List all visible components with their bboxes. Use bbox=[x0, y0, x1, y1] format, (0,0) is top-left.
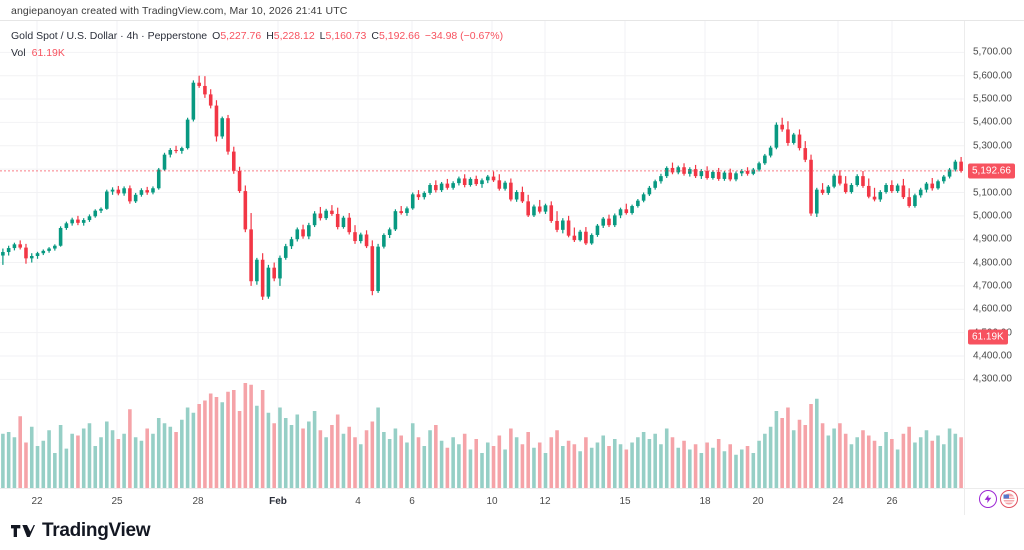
tradingview-logomark-icon bbox=[11, 525, 35, 537]
time-axis-tick: 28 bbox=[192, 496, 204, 507]
price-axis-tick: 4,900.00 bbox=[973, 233, 1012, 245]
time-axis-tick: 25 bbox=[111, 496, 123, 507]
time-axis-tick: 22 bbox=[31, 496, 43, 507]
tradingview-wordmark: TradingView bbox=[42, 520, 151, 541]
price-axis-tick: 5,300.00 bbox=[973, 140, 1012, 152]
price-axis-tick: 4,800.00 bbox=[973, 257, 1012, 268]
time-axis-tick: 12 bbox=[539, 496, 551, 507]
price-line-overlay bbox=[0, 170, 964, 172]
current-volume-badge: 61.19K bbox=[968, 329, 1008, 345]
attribution-text: angiepanoyan created with TradingView.co… bbox=[11, 5, 348, 17]
time-scale[interactable]: 22 25 28 Feb 4 6 10 12 15 18 20 24 26 bbox=[0, 488, 964, 515]
price-axis-tick: 5,400.00 bbox=[973, 116, 1012, 128]
current-price-badge: 5,192.66 bbox=[968, 163, 1015, 179]
time-axis-tick: 4 bbox=[355, 496, 361, 507]
price-axis-tick: 5,500.00 bbox=[973, 93, 1012, 105]
time-axis-tick: 6 bbox=[409, 496, 415, 507]
price-axis-tick: 4,400.00 bbox=[973, 350, 1012, 362]
us-flag-icon[interactable] bbox=[1000, 490, 1018, 508]
plot-area[interactable] bbox=[0, 21, 964, 488]
candlestick-series bbox=[1, 75, 963, 488]
chart-frame: Gold Spot / U.S. Dollar · 4h · Peppersto… bbox=[0, 20, 1024, 515]
time-axis-tick: 24 bbox=[832, 496, 844, 507]
price-axis-tick: 4,700.00 bbox=[973, 280, 1012, 292]
time-axis-tick: 18 bbox=[699, 496, 711, 507]
chart-badges bbox=[979, 490, 1018, 508]
time-axis-tick: 20 bbox=[752, 496, 764, 507]
time-axis-tick: Feb bbox=[269, 496, 287, 507]
grid-layer bbox=[0, 21, 964, 488]
lightning-bolt-icon[interactable] bbox=[979, 490, 997, 508]
time-axis-tick: 10 bbox=[486, 496, 498, 507]
price-axis-tick: 5,600.00 bbox=[973, 70, 1012, 82]
time-axis-tick: 26 bbox=[886, 496, 898, 507]
price-axis-tick: 5,100.00 bbox=[973, 187, 1012, 198]
time-axis-tick: 15 bbox=[619, 496, 631, 507]
tradingview-footer-logo: TradingView bbox=[11, 520, 151, 542]
price-axis-tick: 5,700.00 bbox=[973, 46, 1012, 58]
price-axis-tick: 4,300.00 bbox=[973, 373, 1012, 385]
price-axis-tick: 4,600.00 bbox=[973, 303, 1012, 315]
price-scale[interactable]: 5,700.00 5,600.00 5,500.00 5,400.00 5,300.00… bbox=[964, 21, 1024, 488]
price-axis-tick: 5,000.00 bbox=[973, 210, 1012, 222]
